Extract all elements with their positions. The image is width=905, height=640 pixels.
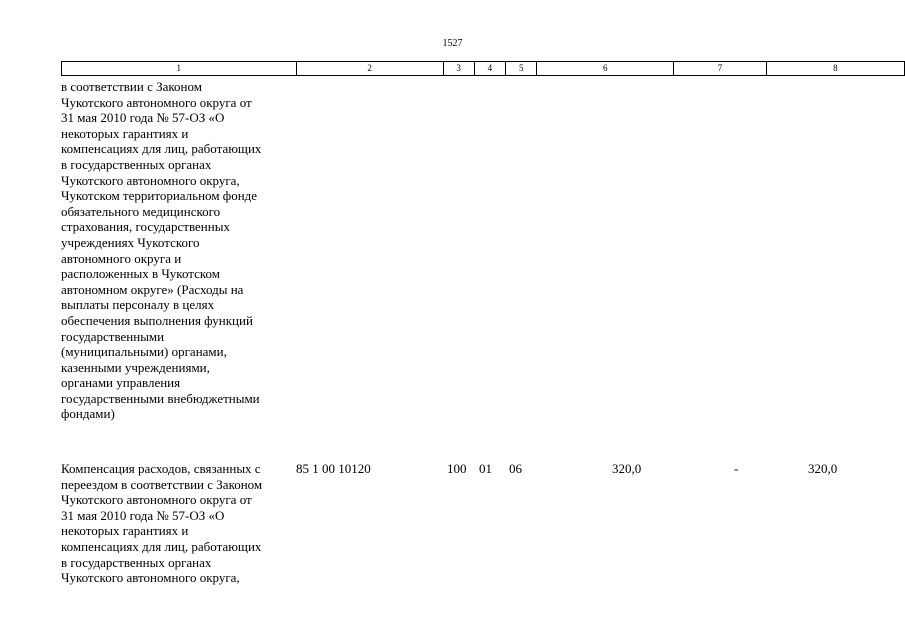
- row-description: Компенсация расходов, связанных с переез…: [61, 461, 263, 586]
- continued-description: в соответствии с Законом Чукотского авто…: [61, 79, 262, 422]
- row-col-7: -: [734, 461, 739, 476]
- header-col-5: 5: [505, 61, 538, 76]
- row-col-4: 01: [479, 461, 492, 476]
- column-number-header: 1 2 3 4 5 6 7 8: [61, 61, 905, 76]
- row-code: 85 1 00 10120: [296, 461, 371, 476]
- header-col-8: 8: [765, 61, 905, 76]
- row-col-5: 06: [509, 461, 522, 476]
- header-col-4: 4: [473, 61, 507, 76]
- header-row: 1 2 3 4 5 6 7 8: [61, 61, 905, 76]
- page-number: 1527: [442, 38, 463, 49]
- row-col-6: 320,0: [612, 461, 642, 476]
- header-col-1: 1: [61, 61, 297, 76]
- header-col-7: 7: [673, 61, 767, 76]
- header-col-6: 6: [536, 61, 675, 76]
- row-col-8: 320,0: [808, 461, 838, 476]
- row-col-3: 100: [447, 461, 467, 476]
- header-col-3: 3: [442, 61, 475, 76]
- header-col-2: 2: [295, 61, 444, 76]
